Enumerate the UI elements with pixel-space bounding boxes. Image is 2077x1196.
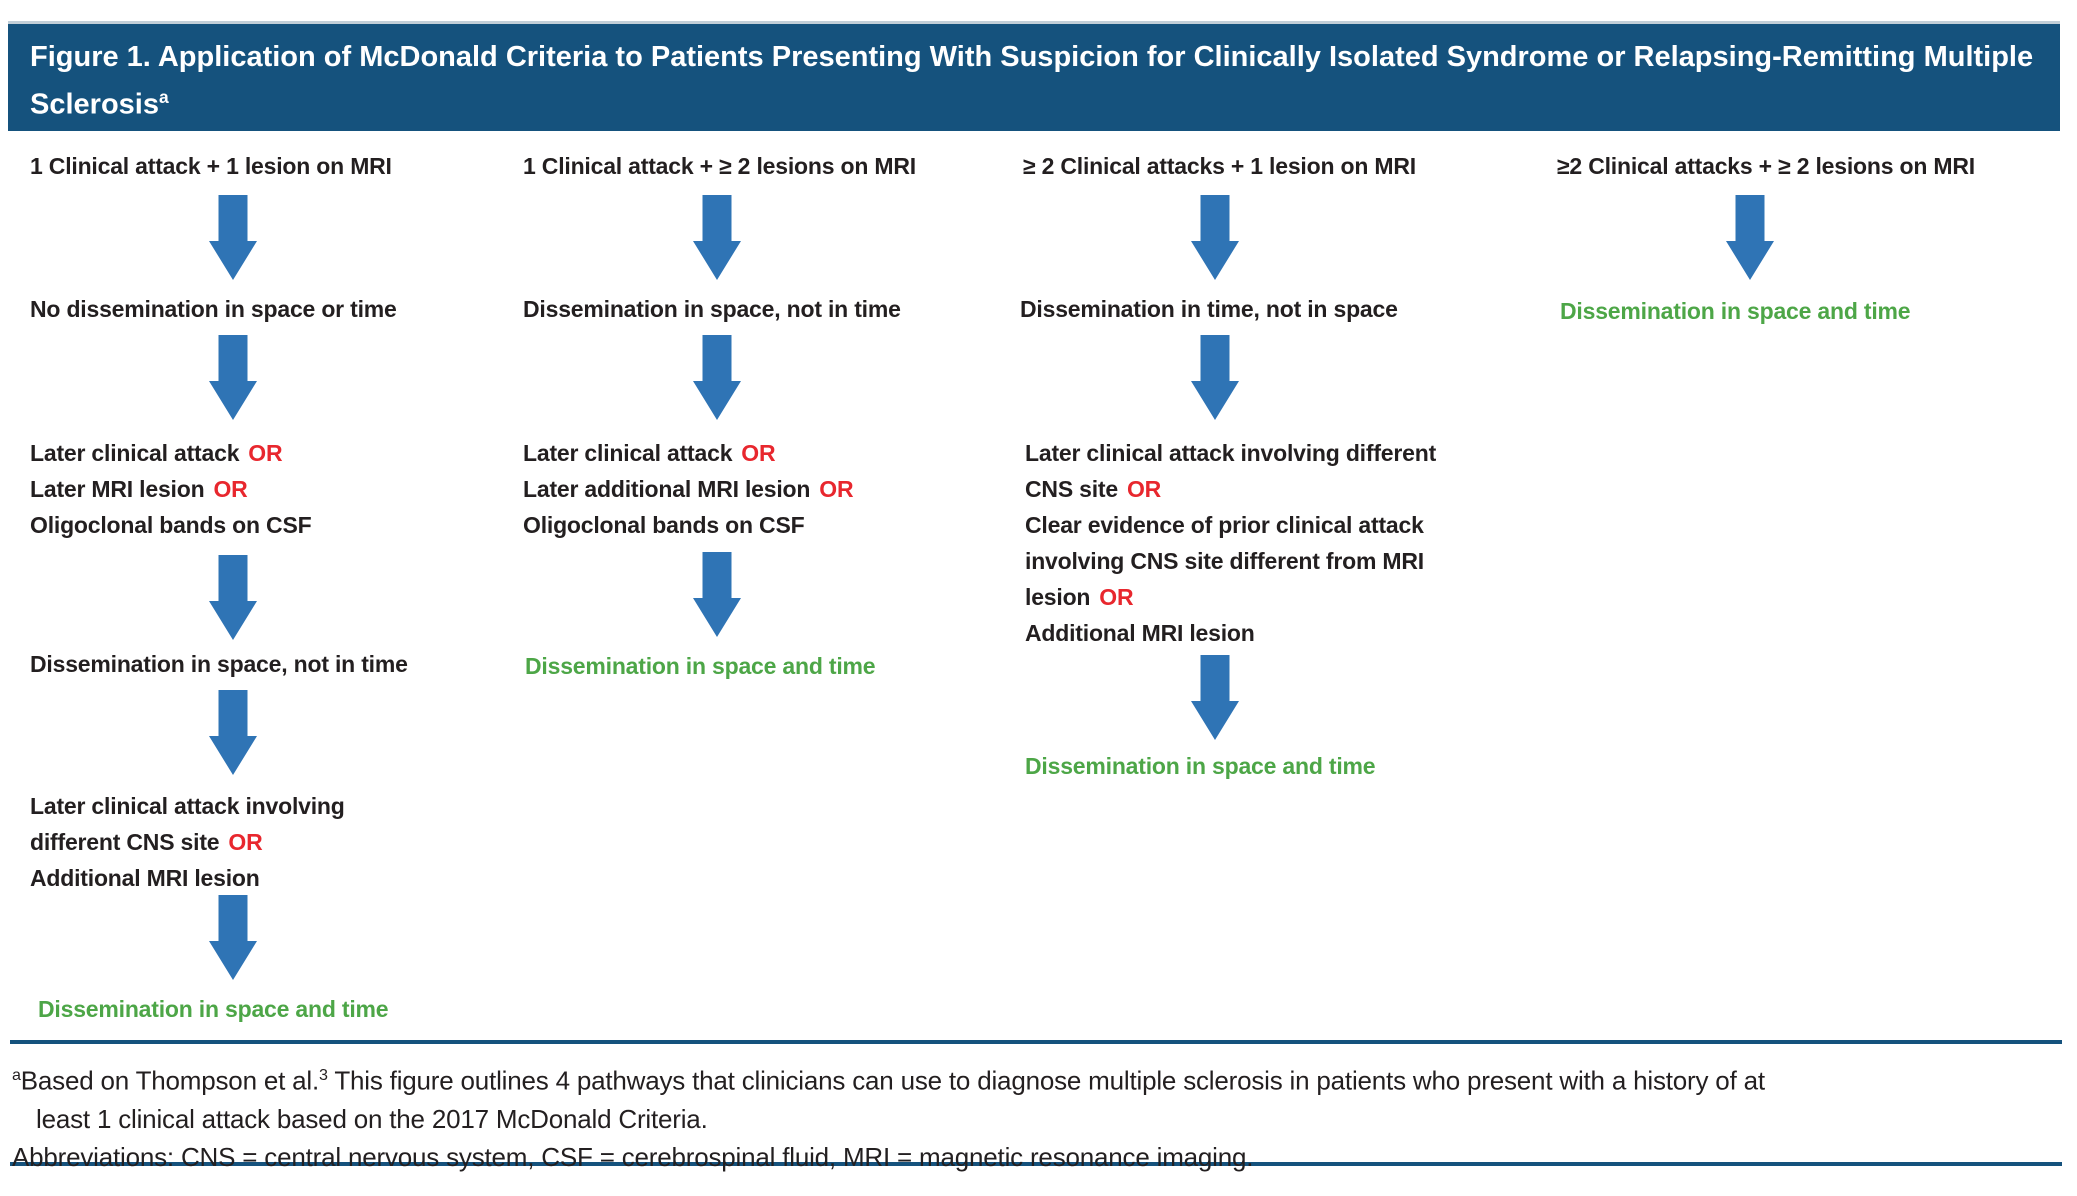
criteria-line: Later additional MRI lesion OR — [523, 476, 854, 502]
pathway4-entry: ≥2 Clinical attacks + ≥ 2 lesions on MRI — [1557, 153, 1975, 179]
criteria-line: different CNS site OR — [30, 829, 263, 855]
pathway2-entry: 1 Clinical attack + ≥ 2 lesions on MRI — [523, 153, 916, 179]
down-arrow-icon — [693, 552, 741, 637]
criteria-line: Later MRI lesion OR — [30, 476, 248, 502]
down-arrow-icon — [209, 335, 257, 420]
or-label: OR — [819, 476, 854, 502]
pathway3-step2: Dissemination in time, not in space — [1020, 296, 1398, 322]
criteria-line: CNS site OR — [1025, 476, 1162, 502]
pathway1-criteria1: Later clinical attack OR Later MRI lesion… — [30, 435, 312, 543]
criteria-line: Additional MRI lesion — [1025, 620, 1255, 646]
or-label: OR — [741, 440, 776, 466]
or-label: OR — [213, 476, 248, 502]
divider-bottom — [10, 1162, 2062, 1166]
or-label: OR — [248, 440, 283, 466]
or-label: OR — [1099, 584, 1134, 610]
figure-title: Figure 1. Application of McDonald Criter… — [30, 41, 2034, 121]
criteria-line: Clear evidence of prior clinical attack — [1025, 512, 1424, 538]
or-label: OR — [228, 829, 263, 855]
down-arrow-icon — [209, 195, 257, 280]
pathway1-entry: 1 Clinical attack + 1 lesion on MRI — [30, 153, 392, 179]
down-arrow-icon — [1191, 655, 1239, 740]
figure-title-bar: Figure 1. Application of McDonald Criter… — [8, 21, 2060, 131]
footnote-line-1: aBased on Thompson et al.3 This figure o… — [12, 1065, 1765, 1096]
down-arrow-icon — [209, 690, 257, 775]
down-arrow-icon — [209, 895, 257, 980]
criteria-line: Later clinical attack OR — [30, 440, 283, 466]
figure-footnote: aBased on Thompson et al.3 This figure o… — [12, 1056, 1765, 1176]
pathway1-step2: No dissemination in space or time — [30, 296, 397, 322]
footnote-line-3: Abbreviations: CNS = central nervous sys… — [12, 1141, 1254, 1172]
criteria-line: Later clinical attack involving — [30, 793, 345, 819]
pathway2-criteria1: Later clinical attack OR Later additional… — [523, 435, 854, 543]
criteria-line: Later clinical attack OR — [523, 440, 776, 466]
pathway1-outcome: Dissemination in space and time — [38, 996, 389, 1022]
down-arrow-icon — [1191, 335, 1239, 420]
pathway3-criteria1: Later clinical attack involving differen… — [1025, 435, 1436, 651]
pathway4-outcome: Dissemination in space and time — [1560, 298, 1911, 324]
pathway1-step4: Dissemination in space, not in time — [30, 651, 408, 677]
pathway3-entry: ≥ 2 Clinical attacks + 1 lesion on MRI — [1023, 153, 1416, 179]
down-arrow-icon — [209, 555, 257, 640]
or-label: OR — [1126, 476, 1162, 502]
criteria-line: Additional MRI lesion — [30, 865, 260, 891]
pathway3-outcome: Dissemination in space and time — [1025, 753, 1376, 779]
down-arrow-icon — [1726, 195, 1774, 280]
down-arrow-icon — [1191, 195, 1239, 280]
footnote-line-2: least 1 clinical attack based on the 201… — [36, 1103, 708, 1134]
criteria-line: Oligoclonal bands on CSF — [523, 512, 805, 538]
criteria-line: lesion OR — [1025, 584, 1134, 610]
pathway2-outcome: Dissemination in space and time — [525, 653, 876, 679]
pathway1-criteria2: Later clinical attack involving differen… — [30, 788, 345, 896]
down-arrow-icon — [693, 195, 741, 280]
pathway2-step2: Dissemination in space, not in time — [523, 296, 901, 322]
down-arrow-icon — [693, 335, 741, 420]
criteria-line: Oligoclonal bands on CSF — [30, 512, 312, 538]
criteria-line: Later clinical attack involving differen… — [1025, 440, 1437, 466]
title-superscript: a — [158, 87, 169, 107]
divider-top — [10, 1040, 2062, 1044]
criteria-line: involving CNS site different from MRI — [1025, 548, 1424, 574]
